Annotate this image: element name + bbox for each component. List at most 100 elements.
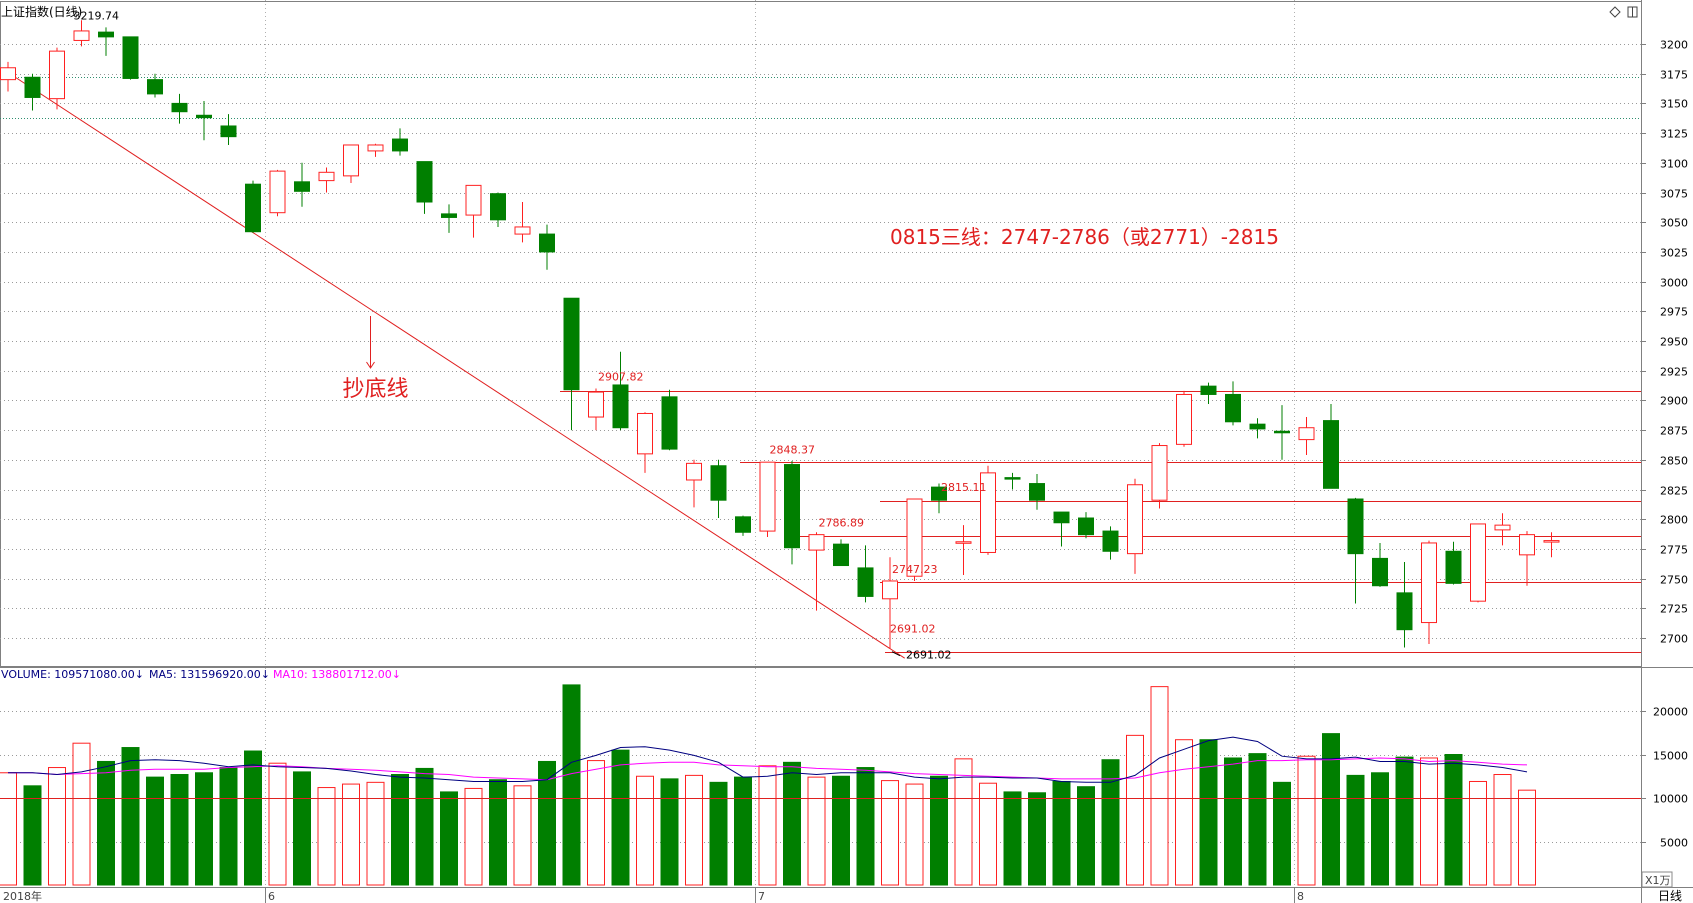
- candlestick: [1494, 513, 1511, 546]
- candle-body: [318, 171, 335, 182]
- volume-bar: [244, 750, 262, 886]
- candlestick: [147, 73, 163, 98]
- candle-body: [637, 412, 653, 455]
- volume-bar: [832, 775, 850, 886]
- price-tick-label: 2800: [1660, 514, 1688, 527]
- candle-body: [441, 213, 457, 218]
- period-label[interactable]: 日线: [1658, 889, 1682, 903]
- candle-body: [735, 516, 751, 533]
- volume-bar: [562, 684, 581, 886]
- volume-bar: [734, 776, 752, 886]
- volume-bar: [1150, 686, 1169, 886]
- volume-bar: [1371, 772, 1389, 886]
- volume-bar: [195, 772, 213, 886]
- volume-tick-label: 10000: [1653, 793, 1688, 806]
- candle-body: [784, 464, 800, 549]
- volume-bar: [1493, 774, 1512, 886]
- volume-bar: [709, 781, 728, 886]
- candle-body: [49, 50, 65, 100]
- volume-bar: [23, 785, 42, 886]
- diamond-icon[interactable]: [1609, 6, 1621, 18]
- bottom-fishing-trendline: [7, 72, 905, 659]
- volume-bar: [1322, 733, 1340, 886]
- candlestick: [539, 224, 555, 270]
- x-axis-label: 6: [268, 890, 275, 903]
- candle-body: [710, 465, 727, 501]
- candle-body: [588, 391, 604, 418]
- x-axis-label: 2018年: [3, 889, 42, 903]
- candlestick: [808, 532, 825, 611]
- candlestick: [1323, 403, 1339, 489]
- volume-bar: [440, 791, 458, 886]
- volume-bar: [1077, 786, 1095, 886]
- candle-body: [980, 472, 996, 553]
- annotation-arrow-head: [366, 361, 375, 369]
- candle-body: [1372, 557, 1388, 587]
- candlestick: [735, 515, 751, 536]
- x-axis-label: 8: [1297, 890, 1304, 903]
- candle-body: [1029, 483, 1045, 501]
- candle-body: [882, 580, 898, 600]
- candlestick: [441, 204, 457, 233]
- volume-bar: [146, 776, 164, 886]
- candlestick: [612, 351, 629, 431]
- candlestick: [1151, 443, 1168, 509]
- volume-bar: [636, 775, 654, 886]
- layout-icon[interactable]: [1627, 6, 1638, 18]
- candle-body: [0, 67, 16, 81]
- candle-body: [857, 567, 874, 597]
- candle-body: [1494, 524, 1511, 531]
- volume-bar: [685, 774, 703, 886]
- candle-body: [343, 144, 359, 177]
- volume-bar: [1126, 734, 1144, 886]
- candle-body: [514, 226, 531, 235]
- candlestick: [294, 162, 310, 207]
- candle-body: [1078, 517, 1094, 536]
- volume-bar: [1199, 739, 1218, 886]
- volume-bar: [366, 781, 385, 886]
- candle-body: [1200, 385, 1217, 395]
- price-tick-label: 3075: [1660, 188, 1688, 201]
- candlestick: [1519, 531, 1535, 586]
- price-tick-label: 3025: [1660, 247, 1688, 260]
- volume-bar: [513, 785, 532, 886]
- candlestick: [220, 114, 237, 145]
- low-marker-arrow: [891, 651, 901, 657]
- candlestick: [833, 539, 849, 567]
- price-tick-label: 2850: [1660, 455, 1688, 468]
- candle-body: [416, 161, 433, 203]
- volume-bar: [1444, 754, 1463, 886]
- candle-body: [1323, 420, 1339, 489]
- volume-bar: [1273, 781, 1291, 886]
- volume-bar: [489, 779, 507, 886]
- candle-body: [367, 144, 384, 152]
- candlestick: [906, 498, 923, 581]
- price-label: 3219.74: [74, 10, 120, 23]
- candlestick: [514, 202, 531, 243]
- volume-bar: [97, 760, 115, 886]
- price-tick-label: 2975: [1660, 306, 1688, 319]
- volume-bar: [783, 761, 801, 886]
- volume-legend: VOLUME: 109571080.00↓ MA5: 131596920.00↓…: [1, 668, 401, 681]
- candlestick: [1445, 541, 1462, 585]
- candle-body: [1274, 430, 1290, 434]
- volume-bar: [538, 760, 556, 886]
- volume-bar: [0, 772, 17, 886]
- candlestick: [1102, 526, 1119, 560]
- price-tick-label: 2725: [1660, 603, 1688, 616]
- candlestick: [73, 20, 90, 47]
- candle-body: [1127, 484, 1143, 555]
- candle-body: [1543, 540, 1560, 543]
- candlestick: [1127, 478, 1143, 574]
- candle-body: [1298, 427, 1315, 441]
- volume-bar: [464, 787, 483, 886]
- candle-body: [220, 125, 237, 138]
- price-tick-label: 3050: [1660, 217, 1688, 230]
- volume-bar: [391, 774, 409, 886]
- candlestick: [392, 128, 408, 156]
- candlestick: [980, 465, 996, 555]
- candle-body: [1151, 445, 1168, 501]
- volume-bar: [660, 778, 679, 886]
- candle-body: [392, 138, 408, 152]
